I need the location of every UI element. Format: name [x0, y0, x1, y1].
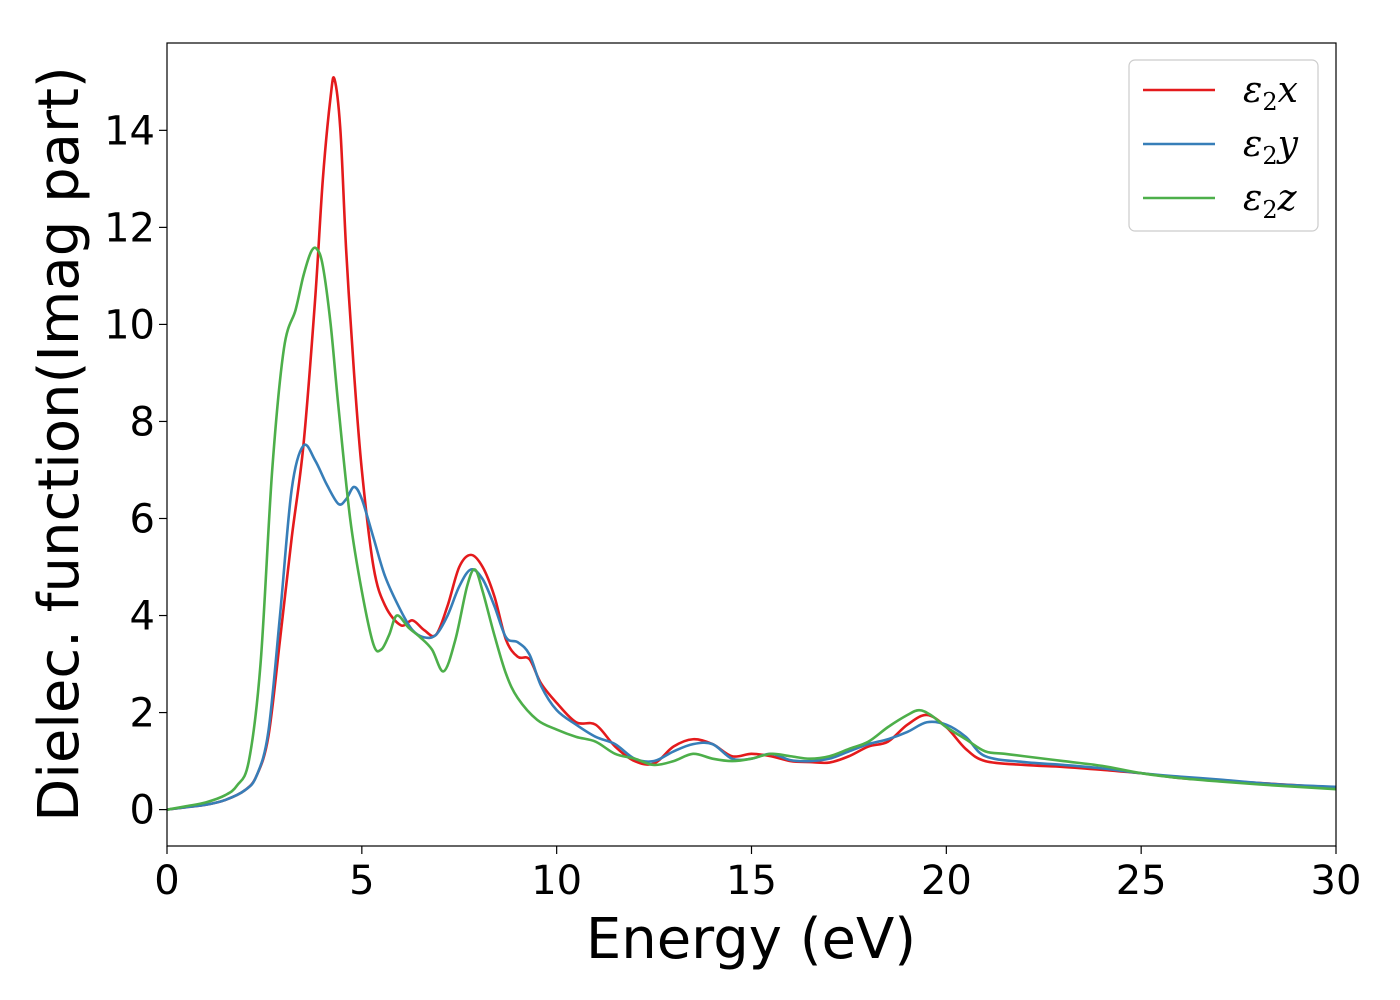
x-tick-label: 10 — [531, 858, 582, 904]
y-axis-title: Dielec. function(Imag part) — [27, 66, 92, 822]
x-tick-label: 25 — [1116, 858, 1167, 904]
series-line-y — [166, 443, 1337, 811]
y-tick-label: 0 — [130, 788, 155, 834]
y-tick-label: 8 — [130, 399, 155, 445]
x-axis-title: Energy (eV) — [586, 907, 916, 972]
y-tick-label: 12 — [104, 205, 155, 251]
legend-label-y: ε2y — [1243, 124, 1299, 170]
legend-label-z: ε2z — [1243, 178, 1298, 224]
x-tick-label: 0 — [154, 858, 179, 904]
y-tick-label: 2 — [130, 691, 155, 737]
legend-box — [1128, 59, 1319, 232]
y-tick-label: 4 — [130, 594, 155, 640]
series-line-z — [166, 246, 1337, 811]
x-tick-label: 15 — [726, 858, 777, 904]
y-tick-label: 14 — [104, 108, 155, 154]
y-tick-label: 6 — [130, 496, 155, 542]
series-layer — [166, 76, 1337, 811]
y-tick-label: 10 — [104, 302, 155, 348]
ticks-layer: 0 5 10 15 20 25 30 0 2 4 6 8 10 12 14 — [104, 108, 1361, 904]
x-tick-label: 5 — [349, 858, 374, 904]
legend-label-x: ε2x — [1243, 70, 1298, 116]
x-tick-label: 20 — [921, 858, 972, 904]
legend: ε2x ε2y ε2z — [1128, 59, 1319, 232]
x-tick-label: 30 — [1311, 858, 1362, 904]
